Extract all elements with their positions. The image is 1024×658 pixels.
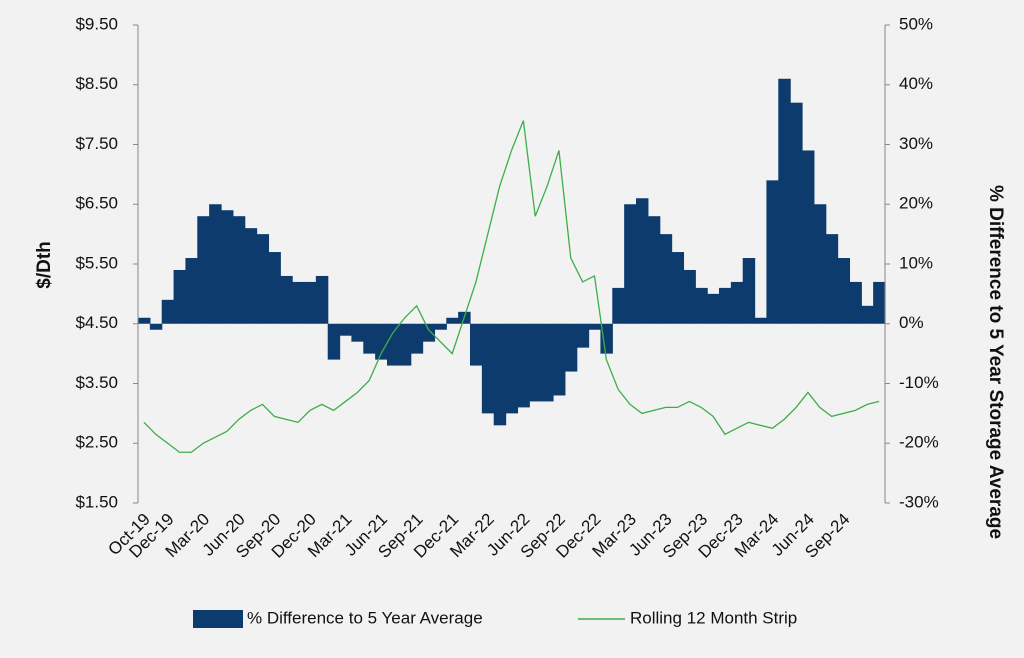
bar [802, 150, 815, 324]
y-tick-label: $8.50 [75, 74, 118, 93]
bar [410, 323, 424, 354]
legend-label: % Difference to 5 Year Average [247, 608, 483, 627]
y-axis-title: $/Dth [34, 241, 55, 289]
bar [778, 78, 791, 324]
bar [161, 299, 175, 324]
bar [742, 258, 756, 324]
bar [825, 234, 839, 324]
bar [493, 323, 507, 426]
bar [505, 323, 519, 414]
bar [766, 180, 779, 324]
bar [422, 323, 436, 342]
y-tick-label: $7.50 [75, 134, 118, 153]
bar [398, 323, 412, 366]
bar [695, 287, 708, 324]
bar [351, 323, 364, 342]
bar [730, 281, 744, 324]
bar [647, 216, 661, 324]
bar [185, 258, 198, 324]
bar [576, 323, 590, 348]
y-tick-label: $1.50 [75, 492, 118, 511]
bar [197, 216, 210, 324]
bar [221, 210, 234, 324]
bar [375, 323, 388, 360]
bar [624, 204, 637, 324]
bar [588, 323, 602, 330]
y2-tick-label: 30% [899, 134, 933, 153]
bar [244, 228, 258, 324]
bar [209, 204, 222, 324]
y2-axis-title: % Difference to 5 Year Storage Average [985, 185, 1006, 539]
bar [754, 317, 768, 324]
bar [612, 287, 625, 324]
bar [304, 281, 317, 324]
legend-swatch [193, 610, 243, 628]
bar [173, 269, 187, 324]
bar [434, 323, 447, 330]
bar [541, 323, 554, 402]
bar [719, 287, 732, 324]
bar [268, 252, 281, 324]
y2-tick-label: 10% [899, 253, 933, 272]
y2-tick-label: -10% [899, 373, 939, 392]
bar [339, 323, 353, 336]
y2-tick-label: -30% [899, 492, 939, 511]
bar [790, 102, 803, 324]
bar [837, 258, 851, 324]
bar [600, 323, 613, 354]
line [143, 120, 880, 453]
bar [387, 323, 400, 366]
bar [683, 269, 696, 324]
bar [149, 323, 163, 330]
bar [446, 317, 459, 324]
y-tick-label: $4.50 [75, 313, 118, 332]
bar [315, 275, 329, 324]
bar [849, 281, 862, 324]
y-tick-label: $5.50 [75, 253, 118, 272]
bar [327, 323, 341, 360]
bar [517, 323, 530, 408]
y2-tick-label: 40% [899, 74, 933, 93]
bar [363, 323, 376, 354]
y2-tick-label: 0% [899, 313, 924, 332]
y-tick-label: $9.50 [75, 14, 118, 33]
bar [292, 281, 305, 324]
bar [529, 323, 542, 402]
bar [707, 293, 720, 324]
bar [553, 323, 566, 396]
bar [671, 252, 685, 324]
bar [280, 275, 293, 324]
legend-label: Rolling 12 Month Strip [630, 608, 797, 627]
y2-tick-label: 20% [899, 194, 933, 213]
bar [481, 323, 495, 414]
bar [861, 305, 874, 324]
bar [564, 323, 578, 372]
bar [470, 323, 483, 366]
bar [873, 281, 886, 324]
y2-tick-label: 50% [899, 14, 933, 33]
y-tick-label: $2.50 [75, 433, 118, 452]
bar [232, 216, 246, 324]
y2-tick-label: -20% [899, 433, 939, 452]
bar [636, 198, 649, 324]
y-tick-label: $3.50 [75, 373, 118, 392]
bar [256, 234, 270, 324]
bar [813, 204, 827, 324]
bar [659, 234, 673, 324]
y-tick-label: $6.50 [75, 194, 118, 213]
bar [138, 317, 151, 324]
